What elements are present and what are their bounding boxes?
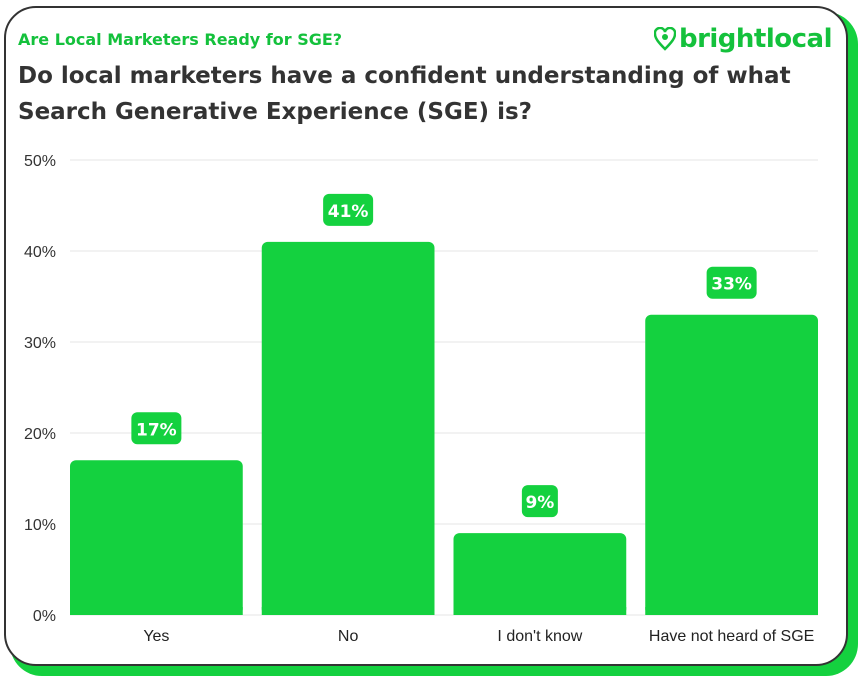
bar-base: [261, 607, 435, 615]
bar-base: [645, 607, 818, 615]
x-tick-label: I don't know: [497, 628, 582, 645]
data-label-box: [131, 412, 182, 445]
data-label-box: [521, 485, 558, 518]
chart-subtitle: Are Local Marketers Ready for SGE?: [18, 30, 343, 49]
bar: [645, 314, 818, 615]
data-label: 17%: [136, 420, 177, 440]
y-tick-label: 20%: [24, 426, 56, 443]
bar-base: [453, 607, 627, 615]
data-label: 41%: [328, 202, 369, 222]
bar: [261, 241, 435, 615]
bar-base: [70, 607, 243, 615]
x-tick-label: No: [338, 628, 359, 645]
data-label: 9%: [525, 493, 554, 513]
data-label: 33%: [711, 275, 752, 295]
data-label-box: [706, 266, 757, 299]
y-tick-label: 10%: [24, 517, 56, 534]
heart-pin-icon: [653, 27, 676, 51]
bar: [453, 533, 627, 615]
y-tick-label: 50%: [24, 153, 56, 170]
x-tick-label: Yes: [143, 628, 169, 645]
y-tick-label: 0%: [33, 608, 56, 625]
x-tick-label: Have not heard of SGE: [649, 628, 814, 645]
brightlocal-logo: brightlocal: [653, 24, 833, 54]
data-label-box: [323, 193, 374, 226]
y-tick-label: 40%: [24, 244, 56, 261]
y-tick-label: 30%: [24, 335, 56, 352]
logo-text: brightlocal: [678, 24, 833, 54]
chart-title: Do local marketers have a confident unde…: [18, 63, 791, 125]
bar: [70, 460, 243, 615]
